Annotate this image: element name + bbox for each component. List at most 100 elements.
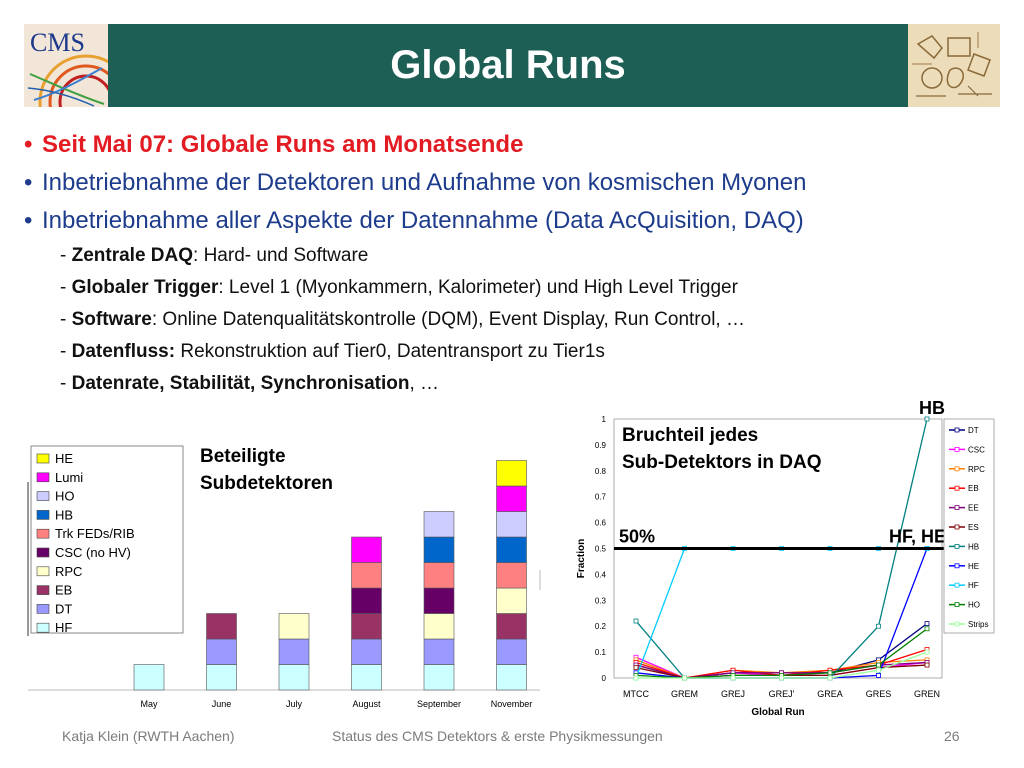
x-tick-label: GRES (866, 689, 892, 699)
x-tick-label: May (140, 699, 158, 709)
data-point (876, 667, 881, 673)
chart-annotation: Sub-Detektors in DAQ (622, 452, 822, 473)
bar-segment-hb (423, 536, 455, 563)
legend-marker (954, 485, 960, 491)
bar-segment-hf (423, 664, 455, 691)
title-bar (24, 24, 1000, 107)
x-tick-label: GREN (914, 689, 940, 699)
cms-logo: CMS (24, 24, 108, 107)
data-point (682, 675, 687, 681)
y-axis-label: Fraction (576, 539, 587, 578)
chart-annotation: Bruchteil jedes (622, 425, 758, 446)
legend-label: RPC (55, 564, 82, 579)
data-point (876, 662, 881, 668)
annotation-label: HB (919, 398, 945, 418)
legend-label: CSC (968, 445, 985, 454)
legend-box (30, 445, 184, 634)
legend-marker (954, 621, 960, 627)
x-tick-label: June (212, 699, 232, 709)
chart-title: Beteiligte (200, 446, 286, 467)
legend-swatch (36, 547, 50, 558)
legend-marker (954, 447, 960, 452)
data-point (633, 618, 639, 624)
legend-marker (954, 427, 960, 433)
sub-item: - Zentrale DAQ: Hard- und Software (22, 240, 1002, 272)
legend-swatch (36, 453, 50, 464)
bar-segment-trk-feds-rib (496, 562, 527, 589)
legend-label: Trk FEDs/RIB (55, 526, 135, 541)
legend-label: EB (968, 484, 979, 493)
bar-segment-hf (133, 664, 165, 691)
bar-segment-lumi (351, 536, 382, 563)
y-tick-label: 0.2 (595, 622, 607, 631)
y-tick-label: 0.3 (595, 596, 607, 605)
bar-segment-trk-feds-rib (351, 562, 382, 589)
x-axis-label: Global Run (751, 707, 804, 718)
sub-item-prefix: - (60, 245, 72, 266)
legend-label: HO (55, 489, 75, 504)
x-tick-label: GREJ' (769, 689, 795, 699)
sub-item: - Globaler Trigger: Level 1 (Myonkammern… (22, 272, 1002, 304)
y-tick-label: 1 (602, 415, 607, 424)
legend-swatch (36, 604, 50, 614)
slide-title: Global Runs (390, 43, 626, 87)
bar-segment-dt (423, 638, 455, 665)
sub-item-text: Rekonstruktion auf Tier0, Datentransport… (175, 341, 605, 362)
data-point (876, 673, 881, 678)
legend-label: HO (968, 601, 980, 610)
legend-marker (954, 466, 960, 472)
bar-segment-rpc (423, 613, 455, 640)
y-tick-label: 0.8 (595, 467, 607, 476)
y-tick-label: 0 (602, 674, 607, 683)
legend-label: Lumi (55, 470, 83, 485)
bar-segment-lumi (496, 485, 527, 512)
legend-label: HE (55, 451, 73, 466)
bullet-item: Seit Mai 07: Globale Runs am Monatsende (22, 126, 1002, 164)
x-tick-label: September (417, 699, 461, 709)
legend-label: HB (968, 542, 979, 551)
bar-segment-dt (206, 638, 237, 665)
data-point (827, 670, 833, 676)
data-point (924, 626, 930, 632)
legend-label: ES (968, 523, 979, 532)
sub-item: - Datenfluss: Rekonstruktion auf Tier0, … (22, 336, 1002, 368)
legend-label: HE (968, 562, 979, 571)
bar-segment-rpc (278, 613, 310, 640)
subdetector-bar-chart: May June July August September November HE Lumi… (27, 445, 541, 709)
legend-swatch (36, 585, 50, 595)
data-point (779, 675, 784, 681)
sub-item-text: , … (409, 373, 440, 394)
chart-title: Subdetektoren (200, 473, 333, 494)
legend-label: DT (968, 426, 979, 435)
reference-label: HF, HE (889, 527, 946, 547)
legend-swatch (36, 622, 50, 633)
data-point (730, 675, 736, 681)
sub-item: - Datenrate, Stabilität, Synchronisation… (22, 368, 1002, 400)
footer-talk-title: Status des CMS Detektors & erste Physikm… (332, 728, 663, 744)
legend-label: CSC (no HV) (55, 545, 131, 560)
legend-marker (954, 524, 960, 530)
bar-segment-rpc (496, 587, 527, 614)
bar-segment-ho (423, 511, 455, 538)
bar-segment-ho (496, 511, 527, 538)
x-tick-label: August (352, 699, 381, 709)
daq-fraction-line-chart: 0 0.1 0.2 0.3 0.4 0.5 0.6 0.7 0.8 0.9 1 MTCC GREM GRE… (576, 398, 995, 718)
sub-item-text: : Level 1 (Myonkammern, Kalorimeter) und… (218, 277, 738, 298)
bar-segment-hf (206, 664, 237, 691)
y-tick-label: 0.7 (595, 493, 607, 502)
footer-page-number: 26 (944, 728, 960, 744)
y-tick-label: 0.5 (595, 545, 607, 554)
data-point (924, 649, 930, 655)
x-tick-label: GREJ (721, 689, 745, 699)
sub-item-term: Globaler Trigger (71, 277, 219, 298)
legend-swatch (36, 566, 50, 577)
sub-item-prefix: - (60, 309, 72, 330)
y-tick-label: 0.9 (595, 441, 607, 450)
bar-segment-he (496, 460, 527, 487)
legend-label: HF (968, 581, 979, 590)
data-point (827, 675, 833, 681)
bar-segment-csc-no-hv- (423, 587, 455, 614)
bar-segment-dt (351, 638, 382, 665)
legend-swatch (36, 510, 50, 520)
data-point (633, 675, 639, 681)
